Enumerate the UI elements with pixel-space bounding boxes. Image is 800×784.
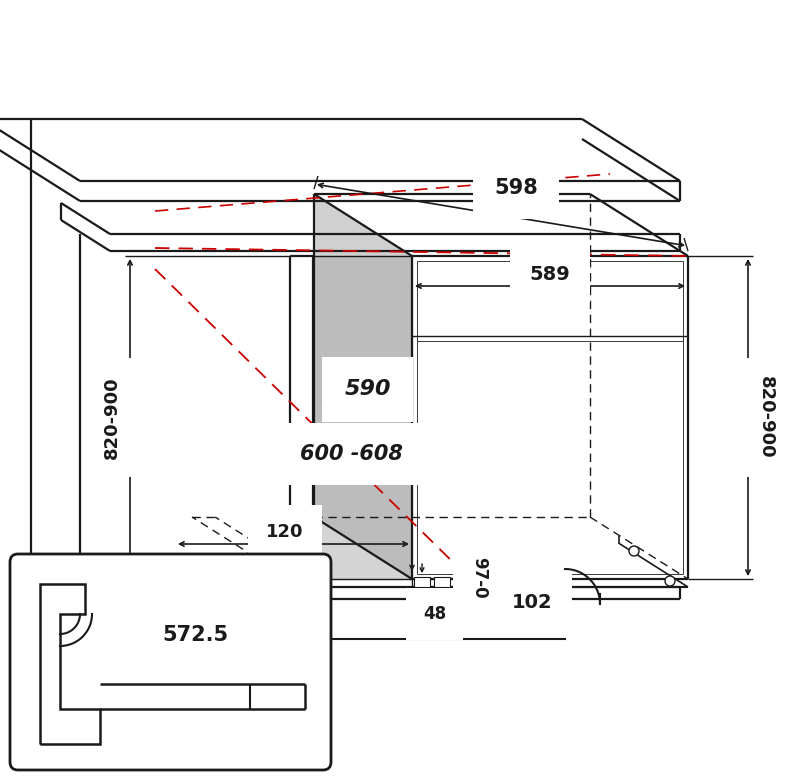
Text: 598: 598 — [494, 178, 538, 198]
Polygon shape — [314, 194, 412, 579]
Text: 120: 120 — [266, 523, 304, 541]
Circle shape — [629, 546, 639, 556]
Text: 589: 589 — [530, 264, 570, 284]
Text: 820-900: 820-900 — [757, 376, 775, 459]
Polygon shape — [434, 577, 450, 587]
FancyBboxPatch shape — [10, 554, 331, 770]
Text: 48: 48 — [423, 605, 446, 623]
Polygon shape — [460, 579, 482, 591]
Text: 590: 590 — [344, 379, 390, 399]
Text: 102: 102 — [512, 593, 553, 612]
Text: 572.5: 572.5 — [162, 625, 228, 645]
Circle shape — [665, 576, 675, 586]
Polygon shape — [313, 256, 412, 579]
Text: 600 -608: 600 -608 — [299, 444, 402, 464]
Text: 820-900: 820-900 — [103, 376, 121, 459]
Polygon shape — [414, 577, 430, 587]
Text: 97-0: 97-0 — [470, 557, 488, 599]
